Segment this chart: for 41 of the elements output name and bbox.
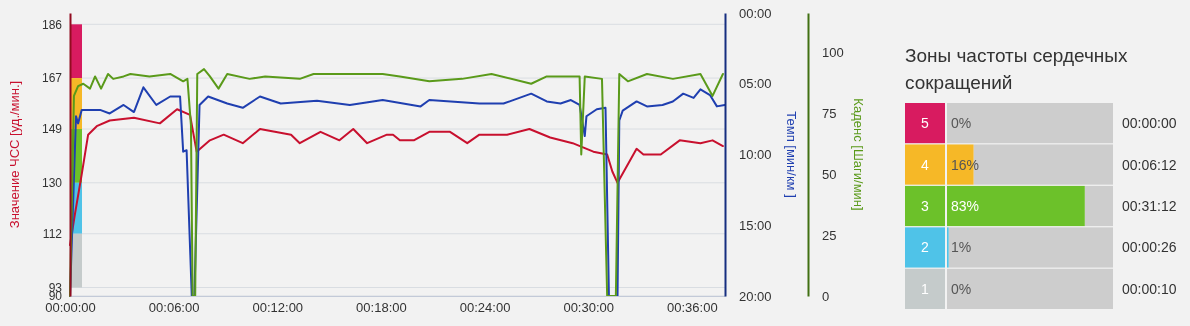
y-tick-label: 112: [42, 227, 63, 242]
y-tick-label: 186: [41, 17, 63, 32]
y3-tick-label: 75: [822, 105, 837, 121]
y3-tick-label: 100: [822, 44, 844, 60]
text: 00:06:12: [1122, 156, 1177, 173]
text: 00:00:10: [1122, 280, 1177, 297]
text: 00:00:00: [1122, 115, 1177, 132]
y2-tick-label: 15:00: [739, 217, 772, 233]
y-tick-label: 2: [921, 239, 930, 256]
data-label: 0%: [951, 115, 972, 132]
data-label: 1%: [951, 239, 972, 256]
x-tick-label: 00:36:00: [667, 300, 718, 316]
y-tick-label: 149: [41, 122, 63, 137]
x-tick-label: 00:18:00: [356, 300, 407, 316]
y2-tick-label: 00:00: [739, 5, 772, 21]
x-tick-label: 00:24:00: [459, 300, 511, 316]
y2-tick-label: 20:00: [739, 288, 772, 304]
y-tick-label: 5: [921, 115, 930, 132]
y2-tick-label: 10:00: [739, 147, 772, 163]
chart-title: Зоны частоты сердечных сокращений: [905, 45, 1128, 93]
y-tick-label: 3: [921, 198, 930, 214]
x-tick-label: 00:00:00: [45, 300, 96, 316]
y-axis-title: Значение ЧСС [уд./мин.]: [7, 80, 23, 229]
y2-tick-label: 05:00: [739, 76, 772, 92]
text: 00:00:26: [1122, 239, 1177, 256]
x-tick-label: 00:30:00: [563, 300, 614, 316]
data-label: 0%: [951, 280, 972, 297]
y3-axis-title: Каденс [Шаги/мин]: [850, 98, 866, 211]
x-tick-label: 00:06:00: [148, 300, 200, 316]
line-series: [69, 108, 724, 247]
y-tick-label: 4: [921, 156, 930, 173]
y3-tick-label: 25: [822, 227, 837, 243]
y3-tick-label: 0: [822, 288, 830, 304]
y-tick-label: 167: [41, 71, 63, 86]
y3-tick-label: 50: [822, 166, 837, 182]
text: 00:31:12: [1122, 198, 1177, 214]
y-tick-label: 130: [41, 176, 63, 191]
x-tick-label: 00:12:00: [252, 300, 304, 316]
y2-axis-title: Темп [мин/км ]: [783, 111, 799, 198]
data-label: 83%: [951, 198, 980, 214]
y-tick-label: 1: [921, 280, 930, 297]
